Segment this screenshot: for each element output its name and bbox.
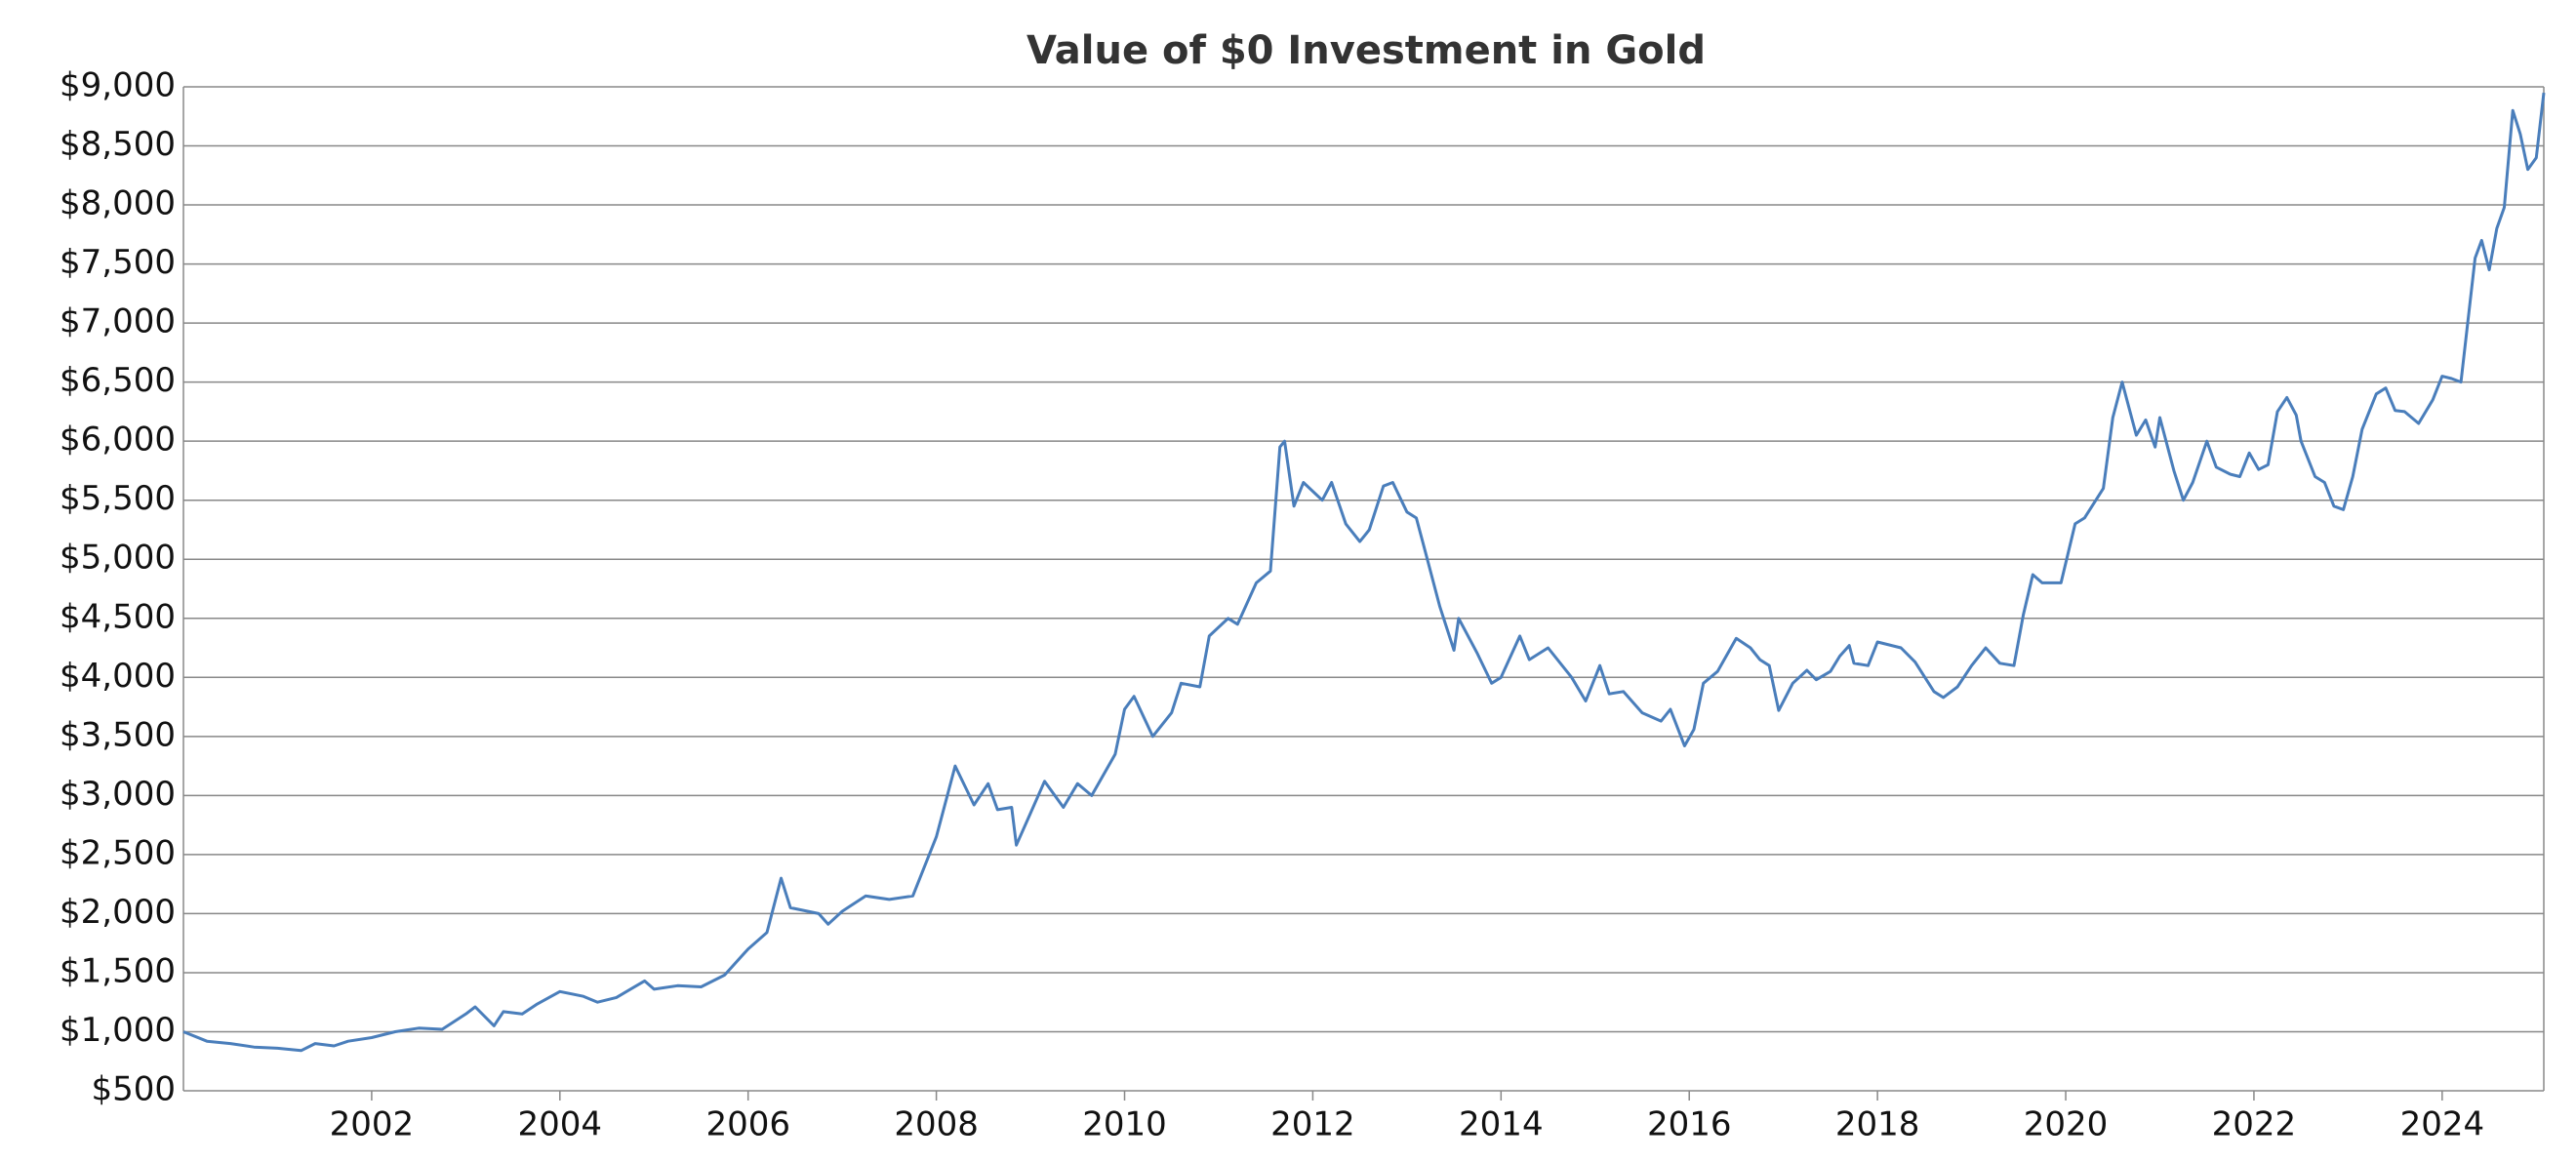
x-tick-label: 2022 bbox=[2212, 1105, 2297, 1144]
y-tick-label: $3,000 bbox=[60, 775, 176, 814]
y-tick-label: $7,000 bbox=[60, 302, 176, 341]
y-tick-label: $2,500 bbox=[60, 833, 176, 872]
y-tick-label: $1,500 bbox=[60, 951, 176, 990]
y-tick-label: $1,000 bbox=[60, 1011, 176, 1050]
y-tick-label: $3,500 bbox=[60, 715, 176, 754]
x-tick-label: 2016 bbox=[1647, 1105, 1732, 1144]
x-tick-label: 2006 bbox=[705, 1105, 790, 1144]
x-tick-label: 2002 bbox=[330, 1105, 415, 1144]
y-tick-label: $8,000 bbox=[60, 184, 176, 223]
x-tick-label: 2014 bbox=[1459, 1105, 1544, 1144]
x-tick-label: 2008 bbox=[894, 1105, 979, 1144]
y-tick-label: $4,500 bbox=[60, 597, 176, 636]
y-tick-label: $2,000 bbox=[60, 893, 176, 932]
line bbox=[182, 92, 2546, 1053]
x-tick-label: 2024 bbox=[2400, 1105, 2485, 1144]
y-tick-label: $4,000 bbox=[60, 657, 176, 696]
y-tick-label: $500 bbox=[91, 1070, 176, 1109]
y-tick-label: $6,000 bbox=[60, 421, 176, 460]
x-tick-label: 2018 bbox=[1835, 1105, 1920, 1144]
x-tick-label: 2012 bbox=[1270, 1105, 1355, 1144]
y-tick-label: $9,000 bbox=[60, 66, 176, 105]
y-tick-label: $5,500 bbox=[60, 479, 176, 518]
chart-title: Value of $0 Investment in Gold bbox=[1026, 28, 1706, 73]
x-tick-label: 2004 bbox=[518, 1105, 603, 1144]
y-tick-label: $8,500 bbox=[60, 125, 176, 164]
x-tick-label: 2020 bbox=[2024, 1105, 2109, 1144]
y-tick-label: $7,500 bbox=[60, 243, 176, 282]
y-tick-label: $6,500 bbox=[60, 361, 176, 400]
y-tick-label: $5,000 bbox=[60, 539, 176, 578]
x-tick-label: 2010 bbox=[1082, 1105, 1167, 1144]
